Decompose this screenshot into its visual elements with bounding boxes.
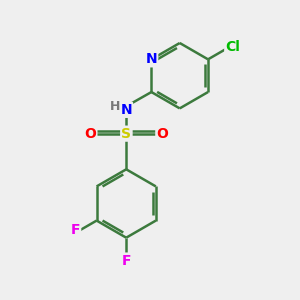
Text: S: S xyxy=(121,127,131,141)
Text: O: O xyxy=(84,127,96,141)
Text: F: F xyxy=(71,223,80,237)
Text: O: O xyxy=(157,127,168,141)
Text: H: H xyxy=(110,100,120,113)
Text: F: F xyxy=(122,254,131,268)
Text: Cl: Cl xyxy=(225,40,240,54)
Text: N: N xyxy=(146,52,157,66)
Text: N: N xyxy=(120,103,132,117)
